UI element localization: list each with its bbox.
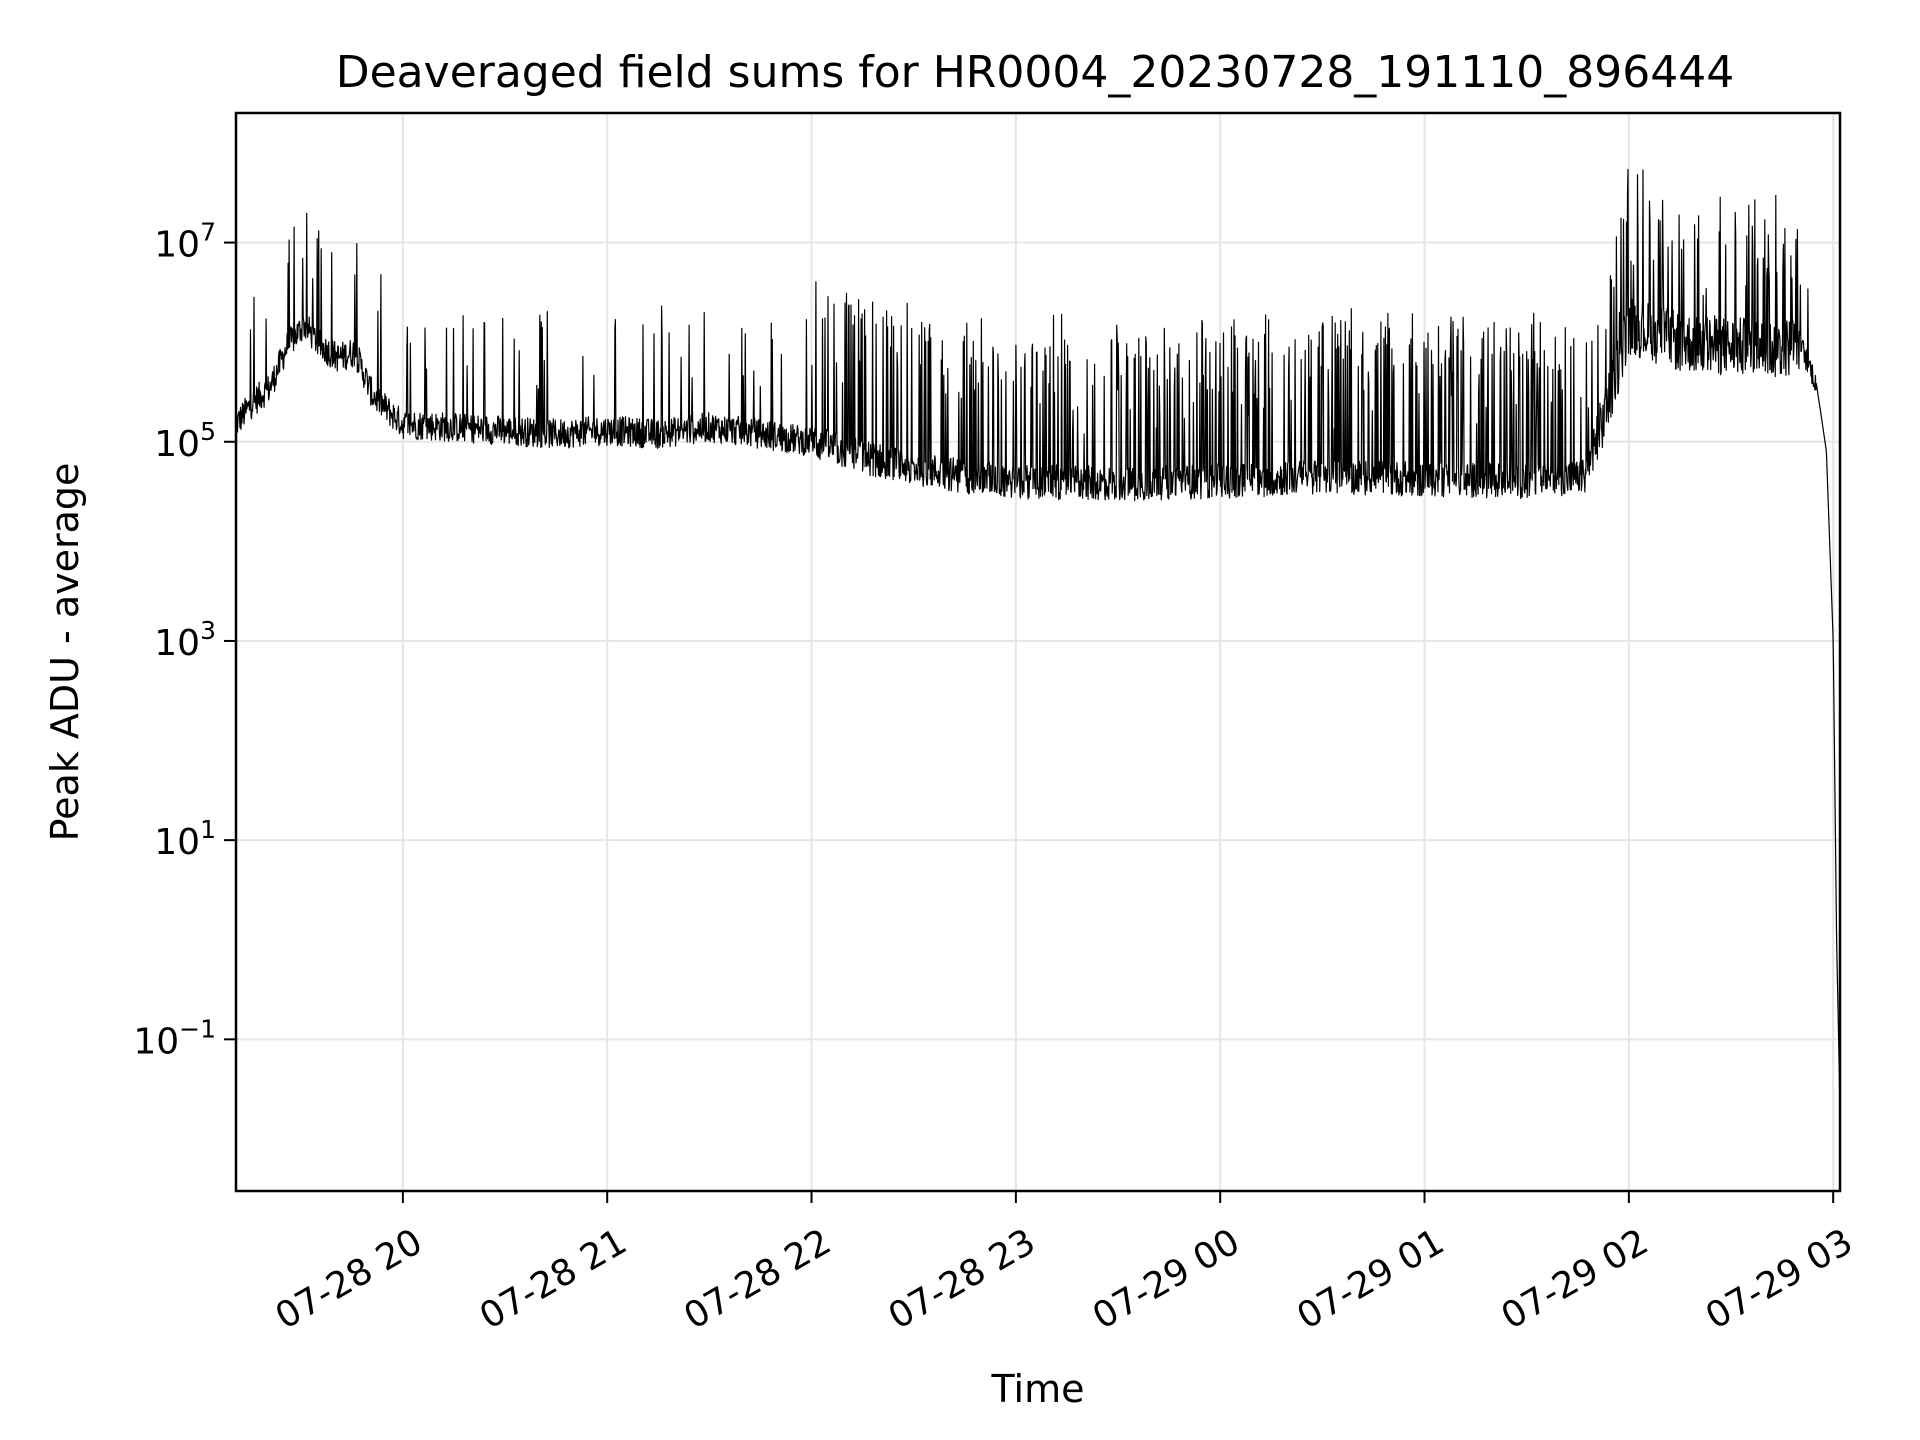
x-axis-label: Time bbox=[991, 1367, 1085, 1411]
y-axis-ticks: 107 105 103 101 10−1 bbox=[133, 218, 236, 1062]
y-tick-label: 101 bbox=[154, 815, 216, 863]
data-series bbox=[235, 168, 1841, 1109]
y-tick-label: 103 bbox=[154, 616, 216, 664]
series-line bbox=[235, 168, 1841, 1109]
y-tick-label: 107 bbox=[154, 218, 216, 266]
y-tick-label: 105 bbox=[154, 417, 216, 465]
y-tick-label: 10−1 bbox=[133, 1014, 216, 1062]
chart-title: Deaveraged field sums for HR0004_2023072… bbox=[336, 47, 1735, 98]
plot-frame bbox=[234, 111, 1842, 1193]
y-axis-label: Peak ADU - average bbox=[43, 463, 87, 842]
grid-lines bbox=[236, 113, 1840, 1191]
